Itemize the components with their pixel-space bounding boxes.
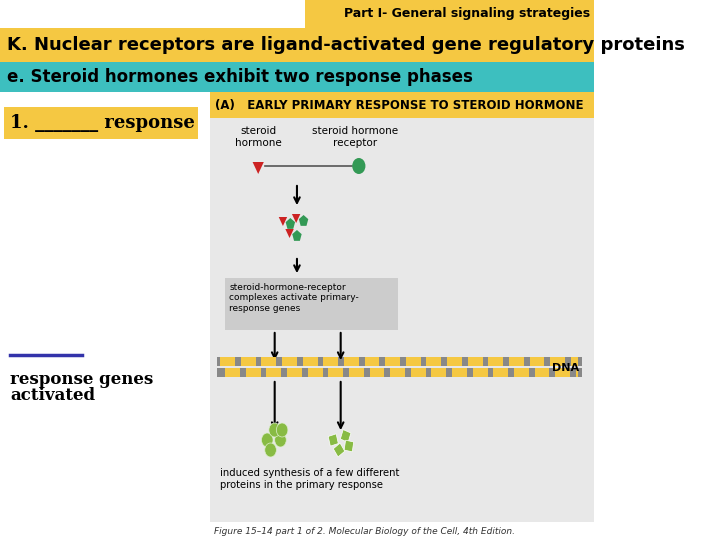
Bar: [210, 92, 594, 118]
Bar: [225, 368, 240, 377]
Polygon shape: [341, 430, 351, 442]
Bar: [282, 357, 297, 366]
Polygon shape: [253, 162, 264, 174]
Bar: [4, 107, 198, 139]
Text: Part I- General signaling strategies: Part I- General signaling strategies: [343, 8, 590, 21]
Polygon shape: [292, 214, 300, 223]
Bar: [576, 368, 578, 377]
Text: 1. _______ response: 1. _______ response: [10, 114, 195, 132]
Circle shape: [269, 423, 281, 437]
Polygon shape: [292, 230, 302, 241]
Bar: [241, 357, 256, 366]
Bar: [246, 368, 261, 377]
Polygon shape: [299, 215, 308, 226]
Bar: [217, 357, 582, 366]
Circle shape: [352, 158, 366, 174]
Bar: [344, 357, 359, 366]
Bar: [447, 357, 462, 366]
Circle shape: [261, 433, 273, 447]
Bar: [0, 28, 594, 62]
Bar: [493, 368, 508, 377]
Bar: [555, 368, 570, 377]
Bar: [514, 368, 528, 377]
Polygon shape: [344, 440, 354, 452]
Bar: [406, 357, 420, 366]
Polygon shape: [333, 443, 345, 457]
Bar: [390, 368, 405, 377]
Bar: [472, 368, 487, 377]
Bar: [0, 92, 206, 540]
Polygon shape: [279, 217, 287, 226]
Bar: [323, 357, 338, 366]
Text: induced synthesis of a few different
proteins in the primary response: induced synthesis of a few different pro…: [220, 468, 400, 490]
Text: steroid
hormone: steroid hormone: [235, 126, 282, 147]
Text: activated: activated: [10, 387, 95, 404]
Bar: [411, 368, 426, 377]
Bar: [571, 357, 578, 366]
Bar: [369, 368, 384, 377]
Circle shape: [276, 423, 288, 437]
Text: K. Nuclear receptors are ligand-activated gene regulatory proteins: K. Nuclear receptors are ligand-activate…: [6, 36, 685, 54]
Bar: [509, 357, 524, 366]
Bar: [328, 368, 343, 377]
Text: DNA: DNA: [552, 363, 579, 373]
Bar: [550, 357, 565, 366]
Bar: [364, 357, 379, 366]
Bar: [468, 357, 482, 366]
Polygon shape: [328, 434, 338, 446]
Text: (A)   EARLY PRIMARY RESPONSE TO STEROID HORMONE: (A) EARLY PRIMARY RESPONSE TO STEROID HO…: [215, 98, 584, 111]
Bar: [220, 357, 235, 366]
Bar: [431, 368, 446, 377]
Bar: [287, 368, 302, 377]
Bar: [210, 92, 594, 522]
Bar: [225, 278, 398, 330]
Bar: [0, 62, 594, 92]
Text: response genes: response genes: [10, 371, 153, 388]
Bar: [261, 357, 276, 366]
Text: Figure 15–14 part 1 of 2. Molecular Biology of the Cell, 4th Edition.: Figure 15–14 part 1 of 2. Molecular Biol…: [215, 527, 516, 536]
Text: steroid hormone
receptor: steroid hormone receptor: [312, 126, 397, 147]
Bar: [452, 368, 467, 377]
Bar: [307, 368, 323, 377]
Circle shape: [275, 433, 287, 447]
Bar: [426, 357, 441, 366]
Bar: [349, 368, 364, 377]
Bar: [530, 357, 544, 366]
Text: steroid-hormone-receptor
complexes activate primary-
response genes: steroid-hormone-receptor complexes activ…: [230, 283, 359, 313]
Bar: [217, 368, 582, 377]
Polygon shape: [285, 229, 294, 238]
Bar: [385, 357, 400, 366]
Bar: [488, 357, 503, 366]
Bar: [266, 368, 282, 377]
Bar: [302, 357, 318, 366]
Text: e. Steroid hormones exhibit two response phases: e. Steroid hormones exhibit two response…: [6, 68, 472, 86]
Polygon shape: [286, 218, 295, 229]
Bar: [305, 0, 594, 28]
Circle shape: [265, 443, 276, 457]
Bar: [534, 368, 549, 377]
